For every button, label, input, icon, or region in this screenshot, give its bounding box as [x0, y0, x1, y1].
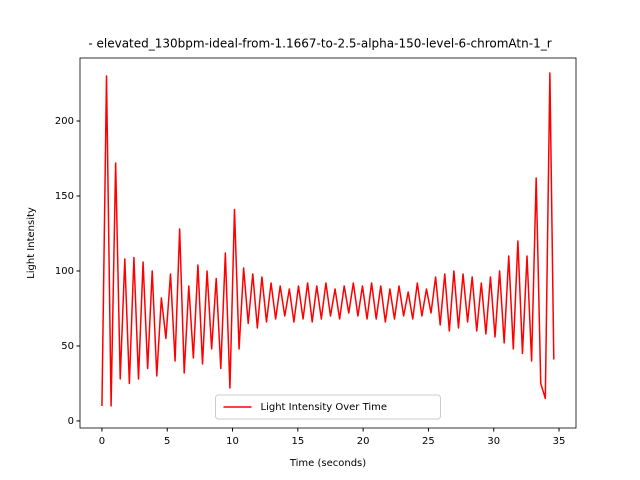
x-axis-label: Time (seconds): [289, 458, 366, 469]
plot-frame: [79, 57, 577, 429]
x-tick-label: 15: [291, 436, 304, 447]
y-tick-label: 200: [55, 116, 74, 127]
x-tick-label: 10: [226, 436, 239, 447]
legend-label: Light Intensity Over Time: [261, 402, 388, 413]
line: [101, 72, 555, 407]
y-tick-label: 0: [68, 416, 74, 427]
x-tick-label: 0: [99, 436, 105, 447]
y-tick-label: 150: [55, 191, 74, 202]
x-tick-label: 5: [164, 436, 170, 447]
y-axis-label: Light Intensity: [26, 207, 37, 279]
chart-title: - elevated_130bpm-ideal-from-1.1667-to-2…: [88, 37, 551, 51]
x-tick-label: 25: [422, 436, 435, 447]
y-tick-label: 100: [55, 266, 74, 277]
legend-box: [215, 394, 441, 420]
x-tick-label: 30: [487, 436, 500, 447]
x-tick-label: 35: [553, 436, 566, 447]
x-tick-label: 20: [357, 436, 370, 447]
y-tick-label: 50: [61, 341, 74, 352]
